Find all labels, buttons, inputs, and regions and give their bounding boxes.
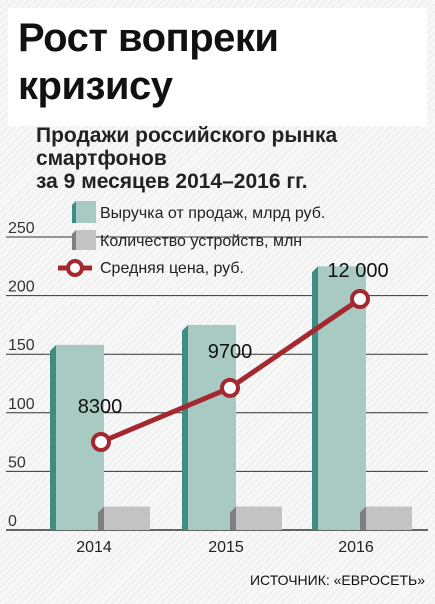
units-bar <box>366 506 412 530</box>
page-title: Рост вопреки кризису <box>18 16 279 108</box>
legend-swatch-price-marker <box>66 259 84 277</box>
price-point <box>91 432 111 452</box>
subtitle-line-3: за 9 месяцев 2014–2016 гг. <box>36 170 308 193</box>
legend-swatch-units <box>76 230 96 250</box>
y-tick-label: 100 <box>8 396 35 413</box>
revenue-bar-side <box>182 324 188 530</box>
y-tick-label: 250 <box>8 220 35 237</box>
legend-swatch-revenue <box>76 201 96 223</box>
subtitle-line-1: Продажи российского рынка <box>36 124 338 147</box>
price-data-label: 9700 <box>208 341 253 363</box>
units-bar <box>236 506 282 530</box>
revenue-bar-side <box>312 266 318 530</box>
legend-entry: Средняя цена, руб. <box>100 260 244 277</box>
legend-swatch-revenue-side <box>72 201 76 223</box>
price-data-label: 8300 <box>78 396 123 418</box>
x-tick-label: 2014 <box>76 539 112 556</box>
x-tick-label: 2016 <box>338 539 374 556</box>
units-bar-side <box>360 506 366 530</box>
price-point <box>350 289 370 309</box>
subtitle-line-2: смартфонов <box>36 147 167 170</box>
y-tick-label: 50 <box>8 454 26 471</box>
revenue-bar-side <box>50 344 56 530</box>
legend-entry: Выручка от продаж, млрд руб. <box>100 205 325 222</box>
y-tick-label: 150 <box>8 337 35 354</box>
y-tick-label: 0 <box>8 513 17 530</box>
legend-swatch-units-side <box>72 230 76 250</box>
revenue-bar <box>188 324 236 530</box>
price-point <box>220 377 240 398</box>
units-bar-side <box>98 506 104 530</box>
units-bar <box>104 506 150 530</box>
source-note: ИСТОЧНИК: «ЕВРОСЕТЬ» <box>249 572 425 588</box>
legend-entry: Количество устройств, млн <box>100 233 302 250</box>
chart-subtitle: Продажи российского рынка смартфонов за … <box>36 124 416 193</box>
price-data-label: 12 000 <box>327 260 388 282</box>
title-box: Рост вопреки кризису <box>8 8 427 126</box>
x-tick-label: 2015 <box>208 539 244 556</box>
y-tick-label: 200 <box>8 279 35 296</box>
units-bar-side <box>230 506 236 530</box>
